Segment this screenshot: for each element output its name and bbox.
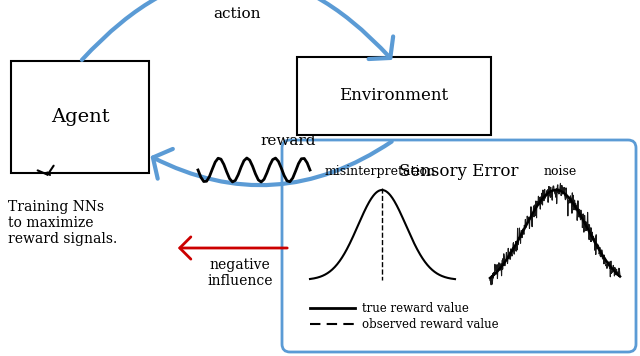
Text: Agent: Agent bbox=[51, 108, 109, 126]
FancyBboxPatch shape bbox=[11, 61, 149, 173]
Text: noise: noise bbox=[543, 165, 577, 178]
Text: Environment: Environment bbox=[339, 88, 449, 105]
Text: Sensory Error: Sensory Error bbox=[399, 163, 519, 180]
Text: misinterpretation: misinterpretation bbox=[324, 165, 435, 178]
FancyBboxPatch shape bbox=[297, 57, 491, 135]
Text: observed reward value: observed reward value bbox=[362, 318, 499, 330]
FancyArrowPatch shape bbox=[153, 142, 392, 185]
Text: true reward value: true reward value bbox=[362, 302, 469, 314]
FancyArrowPatch shape bbox=[82, 0, 393, 60]
Text: action: action bbox=[213, 7, 260, 21]
FancyBboxPatch shape bbox=[282, 140, 636, 352]
FancyArrowPatch shape bbox=[180, 237, 287, 259]
Text: reward: reward bbox=[260, 134, 316, 148]
Text: negative
influence: negative influence bbox=[207, 258, 273, 288]
Text: Training NNs
to maximize
reward signals.: Training NNs to maximize reward signals. bbox=[8, 200, 117, 246]
FancyArrowPatch shape bbox=[38, 166, 54, 175]
